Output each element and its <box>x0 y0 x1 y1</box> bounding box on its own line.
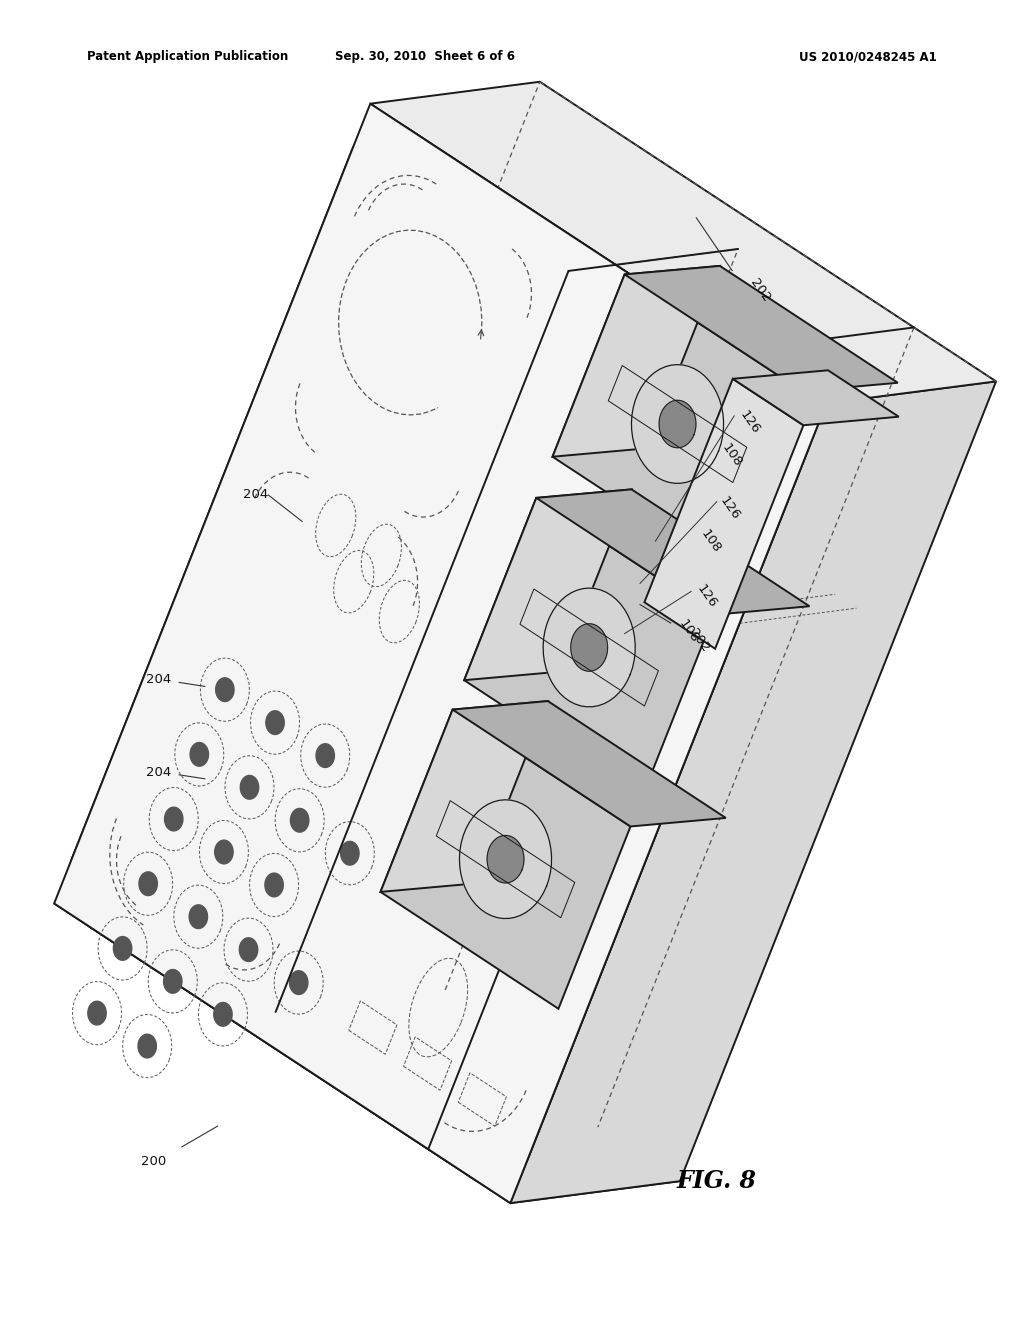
Polygon shape <box>139 873 158 895</box>
Polygon shape <box>88 1002 106 1024</box>
Polygon shape <box>214 1002 232 1026</box>
Text: 126: 126 <box>694 582 720 611</box>
Text: 202: 202 <box>748 276 773 305</box>
Polygon shape <box>316 743 335 767</box>
Text: US 2010/0248245 A1: US 2010/0248245 A1 <box>799 50 937 63</box>
Polygon shape <box>114 937 132 960</box>
Polygon shape <box>54 104 826 1203</box>
Polygon shape <box>215 840 233 863</box>
Text: 108: 108 <box>698 527 724 556</box>
Polygon shape <box>138 1035 157 1057</box>
Polygon shape <box>266 710 285 734</box>
Polygon shape <box>381 710 631 1008</box>
Text: Patent Application Publication: Patent Application Publication <box>87 50 289 63</box>
Text: FIG. 8: FIG. 8 <box>677 1170 757 1193</box>
Text: 204: 204 <box>146 673 171 686</box>
Polygon shape <box>216 678 234 701</box>
Text: Sep. 30, 2010  Sheet 6 of 6: Sep. 30, 2010 Sheet 6 of 6 <box>335 50 515 63</box>
Polygon shape <box>487 836 524 883</box>
Text: 204: 204 <box>244 488 268 502</box>
Polygon shape <box>553 265 720 457</box>
Polygon shape <box>165 808 183 830</box>
Polygon shape <box>464 498 714 797</box>
Polygon shape <box>164 970 182 993</box>
Polygon shape <box>241 775 259 799</box>
Polygon shape <box>381 701 548 892</box>
Text: 108: 108 <box>719 441 744 470</box>
Polygon shape <box>632 364 724 483</box>
Text: 204: 204 <box>146 766 171 779</box>
Text: 108: 108 <box>676 616 701 645</box>
Polygon shape <box>733 371 899 425</box>
Polygon shape <box>510 381 996 1203</box>
Text: 202: 202 <box>686 626 712 655</box>
Text: 126: 126 <box>717 494 742 523</box>
Polygon shape <box>371 82 996 404</box>
Polygon shape <box>659 400 696 447</box>
Polygon shape <box>553 275 803 574</box>
Polygon shape <box>570 624 607 671</box>
Polygon shape <box>190 743 209 766</box>
Text: 200: 200 <box>141 1155 166 1168</box>
Polygon shape <box>291 808 309 832</box>
Polygon shape <box>625 265 898 391</box>
Polygon shape <box>189 904 208 928</box>
Polygon shape <box>341 841 359 865</box>
Polygon shape <box>537 490 810 615</box>
Polygon shape <box>543 589 635 706</box>
Polygon shape <box>240 937 258 961</box>
Polygon shape <box>290 970 308 994</box>
Polygon shape <box>265 873 284 896</box>
Text: 126: 126 <box>737 408 763 437</box>
Polygon shape <box>453 701 726 826</box>
Polygon shape <box>460 800 552 919</box>
Polygon shape <box>464 490 632 680</box>
Polygon shape <box>644 379 804 648</box>
Polygon shape <box>54 882 680 1203</box>
